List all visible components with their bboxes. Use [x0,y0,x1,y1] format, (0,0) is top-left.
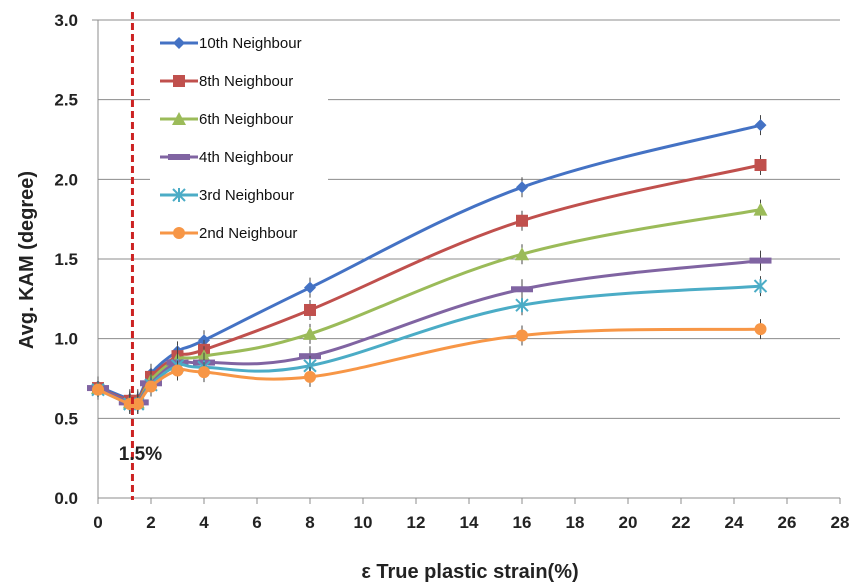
data-point [198,366,210,379]
series-line [97,284,761,408]
data-point [516,214,528,227]
x-tick-label: 8 [305,513,314,532]
legend-item: 4th Neighbour [160,149,293,166]
y-tick-label: 2.5 [54,91,78,110]
data-point [131,397,144,410]
x-tick-label: 22 [672,513,691,532]
x-tick-label: 6 [252,513,261,532]
y-tick-label: 1.5 [54,250,78,269]
y-tick-label: 2.0 [54,170,78,189]
data-point [304,281,316,294]
data-point [516,181,528,194]
data-point [171,364,184,377]
x-tick-label: 2 [146,513,155,532]
x-tick-label: 16 [513,513,532,532]
legend-marker [168,154,190,160]
data-point [304,303,316,316]
data-point [753,279,768,294]
y-axis-title: Avg. KAM (degree) [16,171,38,349]
legend-item: 6th Neighbour [160,111,293,128]
y-tick-label: 1.0 [54,330,78,349]
data-point [754,119,767,132]
annotation: 1.5% [119,12,162,500]
x-tick-label: 24 [725,513,744,532]
x-tick-label: 18 [566,513,585,532]
data-point [145,380,157,393]
x-tick-label: 26 [778,513,797,532]
legend-label: 3rd Neighbour [199,187,294,204]
x-tick-label: 4 [199,513,209,532]
data-point [516,329,528,342]
legend-item: 8th Neighbour [160,73,293,90]
legend-marker [172,188,186,202]
axes: 0.00.51.01.52.02.53.00 2 4 6 8 10 12 14 16 18 20 22… [54,11,849,532]
data-point [754,158,767,171]
legend-label: 8th Neighbour [199,73,293,90]
x-tick-label: 20 [619,513,638,532]
data-point [515,247,529,261]
legend-marker [172,112,186,125]
legend-item: 10th Neighbour [160,35,302,52]
y-tick-label: 0.0 [54,489,78,508]
series-2nd-neighbour [92,319,767,414]
data-point [753,202,768,216]
x-tick-label: 14 [460,513,479,532]
series [87,115,772,414]
legend-marker [173,75,185,87]
legend-item: 2nd Neighbour [160,225,297,242]
data-point [511,286,533,293]
legend-label: 10th Neighbour [199,35,302,52]
y-tick-label: 3.0 [54,11,78,30]
y-tick-label: 0.5 [54,409,78,428]
annotation-label: 1.5% [119,444,162,465]
data-point [92,383,104,396]
legend-background [150,24,328,250]
series-line [97,259,761,407]
data-point [515,298,529,313]
data-point [303,326,317,340]
x-axis-title: ε True plastic strain(%) [361,561,578,583]
x-tick-label: 12 [407,513,426,532]
data-point [749,257,772,264]
legend-label: 2nd Neighbour [199,225,297,242]
legend-marker [173,227,185,239]
x-tick-label: 0 [93,513,102,532]
x-tick-label: 28 [831,513,850,532]
legend-item: 3rd Neighbour [160,187,294,204]
legend: 10th Neighbour 8th Neighbour 6th Neighbour… [150,24,328,250]
x-tick-label: 10 [354,513,373,532]
legend-label: 6th Neighbour [199,111,293,128]
data-point [754,323,767,336]
data-point [304,370,316,383]
series-4th-neighbour [87,250,772,413]
legend-label: 4th Neighbour [199,149,293,166]
legend-marker [173,37,185,49]
